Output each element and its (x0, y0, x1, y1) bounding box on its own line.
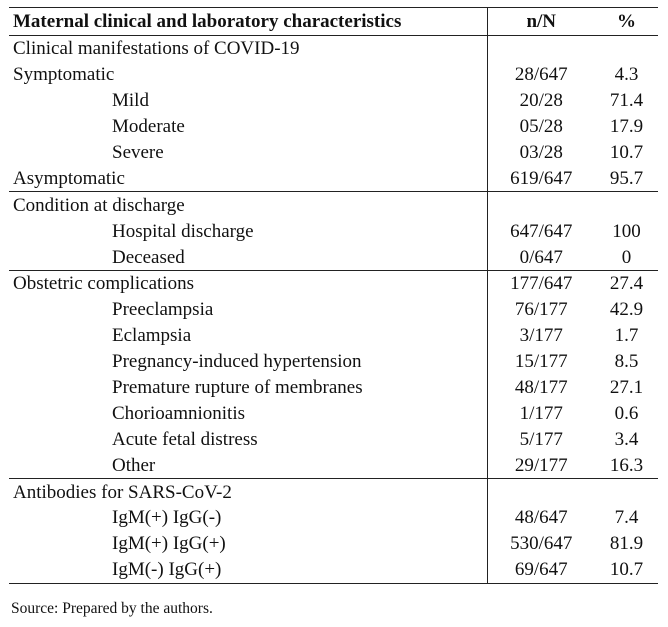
row-n-over-n (486, 191, 595, 219)
row-label: Severe (112, 142, 164, 163)
row-percent: 10.7 (595, 556, 658, 584)
row-percent: 16.3 (609, 454, 644, 476)
row-percent: 27.4 (595, 270, 658, 297)
row-percent: 0 (621, 246, 632, 268)
row-label: Pregnancy-induced hypertension (112, 351, 362, 373)
row-percent: 100 (612, 220, 641, 242)
row-percent (595, 478, 658, 506)
row-n-over-n: 69/647 (486, 556, 595, 584)
row-label: Obstetric complications (9, 270, 487, 297)
row-n-over-n: 48/177 (486, 374, 595, 401)
header-percent: % (595, 7, 658, 36)
table-row: Preeclampsia 76/177 42.9 (9, 296, 658, 323)
row-percent: 3.4 (614, 428, 639, 450)
table-row: Condition at discharge (9, 191, 658, 219)
row-label: Acute fetal distress (112, 428, 258, 450)
row-label: IgM(+) IgG(-) (112, 507, 222, 529)
table-row: Chorioamnionitis 1/177 0.6 (9, 400, 658, 427)
row-n-over-n: 0/647 (486, 244, 595, 271)
row-percent: 0.6 (614, 402, 639, 424)
row-label: Preeclampsia (112, 299, 214, 321)
row-label: Hospital discharge (112, 220, 254, 242)
table-row: Clinical manifestations of COVID-19 (9, 35, 658, 62)
table-row: Pregnancy-induced hypertension 15/177 8.5 (9, 348, 658, 375)
row-percent: 7.4 (614, 507, 639, 529)
maternal-characteristics-table: Maternal clinical and laboratory charact… (9, 7, 658, 584)
row-label: Other (112, 454, 156, 476)
row-label: IgM(+) IgG(+) (112, 533, 226, 555)
row-n-over-n: 5/177 (486, 426, 595, 453)
header-row: Maternal clinical and laboratory charact… (9, 7, 658, 36)
row-percent: 1.7 (614, 325, 639, 347)
row-percent (595, 191, 658, 219)
table-row: Eclampsia 3/177 1.7 (9, 322, 658, 349)
row-label: Moderate (112, 116, 185, 138)
table-row: Premature rupture of membranes 48/177 27.1 (9, 374, 658, 401)
table-header: Maternal clinical and laboratory charact… (9, 7, 658, 36)
row-percent (595, 36, 658, 62)
table-row: Asymptomatic 619/647 95.7 (9, 165, 658, 192)
row-n-over-n: 3/177 (486, 322, 595, 349)
row-label: Mild (112, 90, 149, 112)
row-label: Asymptomatic (13, 167, 125, 189)
row-label: Clinical manifestations of COVID-19 (13, 38, 300, 60)
row-percent: 27.1 (609, 377, 644, 399)
row-n-over-n: 76/177 (486, 296, 595, 323)
row-n-over-n: 48/647 (486, 505, 595, 531)
characteristics-table-container: Maternal clinical and laboratory charact… (9, 7, 658, 584)
table-row: Obstetric complications 177/647 27.4 (9, 270, 658, 297)
table-row: Severe 03/28 10.7 (9, 139, 658, 166)
row-n-over-n: 647/647 (486, 218, 595, 245)
row-n-over-n (486, 35, 595, 62)
table-row: IgM(+) IgG(-) 48/647 7.4 (9, 505, 658, 531)
header-characteristic: Maternal clinical and laboratory charact… (9, 7, 487, 36)
row-label: Premature rupture of membranes (112, 377, 363, 399)
table-row: Mild 20/28 71.4 (9, 87, 658, 114)
table-row: Other 29/177 16.3 (9, 452, 658, 479)
table-row: IgM(-) IgG(+) 69/647 10.7 (9, 556, 658, 584)
row-n-over-n: 28/647 (486, 61, 595, 88)
row-percent: 95.7 (609, 167, 644, 189)
row-n-over-n: 29/177 (486, 452, 595, 479)
row-percent: 10.7 (609, 142, 644, 163)
table-body: Clinical manifestations of COVID-19 Sympt… (9, 35, 658, 584)
row-n-over-n: 03/28 (486, 139, 595, 166)
row-percent: 4.3 (614, 64, 639, 86)
row-label: Chorioamnionitis (112, 402, 245, 424)
table-row: Acute fetal distress 5/177 3.4 (9, 426, 658, 453)
row-n-over-n: 1/177 (486, 400, 595, 427)
source-footnote: Source: Prepared by the authors. (11, 600, 213, 617)
row-percent: 8.5 (614, 351, 639, 373)
table-row: IgM(+) IgG(+) 530/647 81.9 (9, 530, 658, 557)
row-percent: 17.9 (609, 116, 644, 138)
row-n-over-n: 20/28 (486, 87, 595, 114)
row-n-over-n (486, 478, 595, 506)
row-n-over-n: 530/647 (486, 530, 595, 557)
row-n-over-n: 177/647 (486, 270, 595, 297)
row-percent: 81.9 (609, 533, 644, 555)
table-row: Moderate 05/28 17.9 (9, 113, 658, 140)
row-label: Deceased (112, 246, 185, 268)
header-n-over-n: n/N (486, 7, 595, 36)
row-n-over-n: 619/647 (486, 165, 595, 192)
row-label: Symptomatic (13, 64, 115, 86)
row-label: Condition at discharge (9, 191, 487, 219)
row-n-over-n: 05/28 (486, 113, 595, 140)
row-label: Antibodies for SARS-CoV-2 (9, 478, 487, 506)
table-row: Antibodies for SARS-CoV-2 (9, 478, 658, 506)
table-row: Hospital discharge 647/647 100 (9, 218, 658, 245)
row-n-over-n: 15/177 (486, 348, 595, 375)
table-row: Deceased 0/647 0 (9, 244, 658, 271)
row-label: Eclampsia (112, 325, 192, 347)
row-percent: 42.9 (609, 299, 644, 321)
row-label: IgM(-) IgG(+) (9, 556, 487, 584)
table-row: Symptomatic 28/647 4.3 (9, 61, 658, 88)
row-percent: 71.4 (609, 90, 644, 112)
